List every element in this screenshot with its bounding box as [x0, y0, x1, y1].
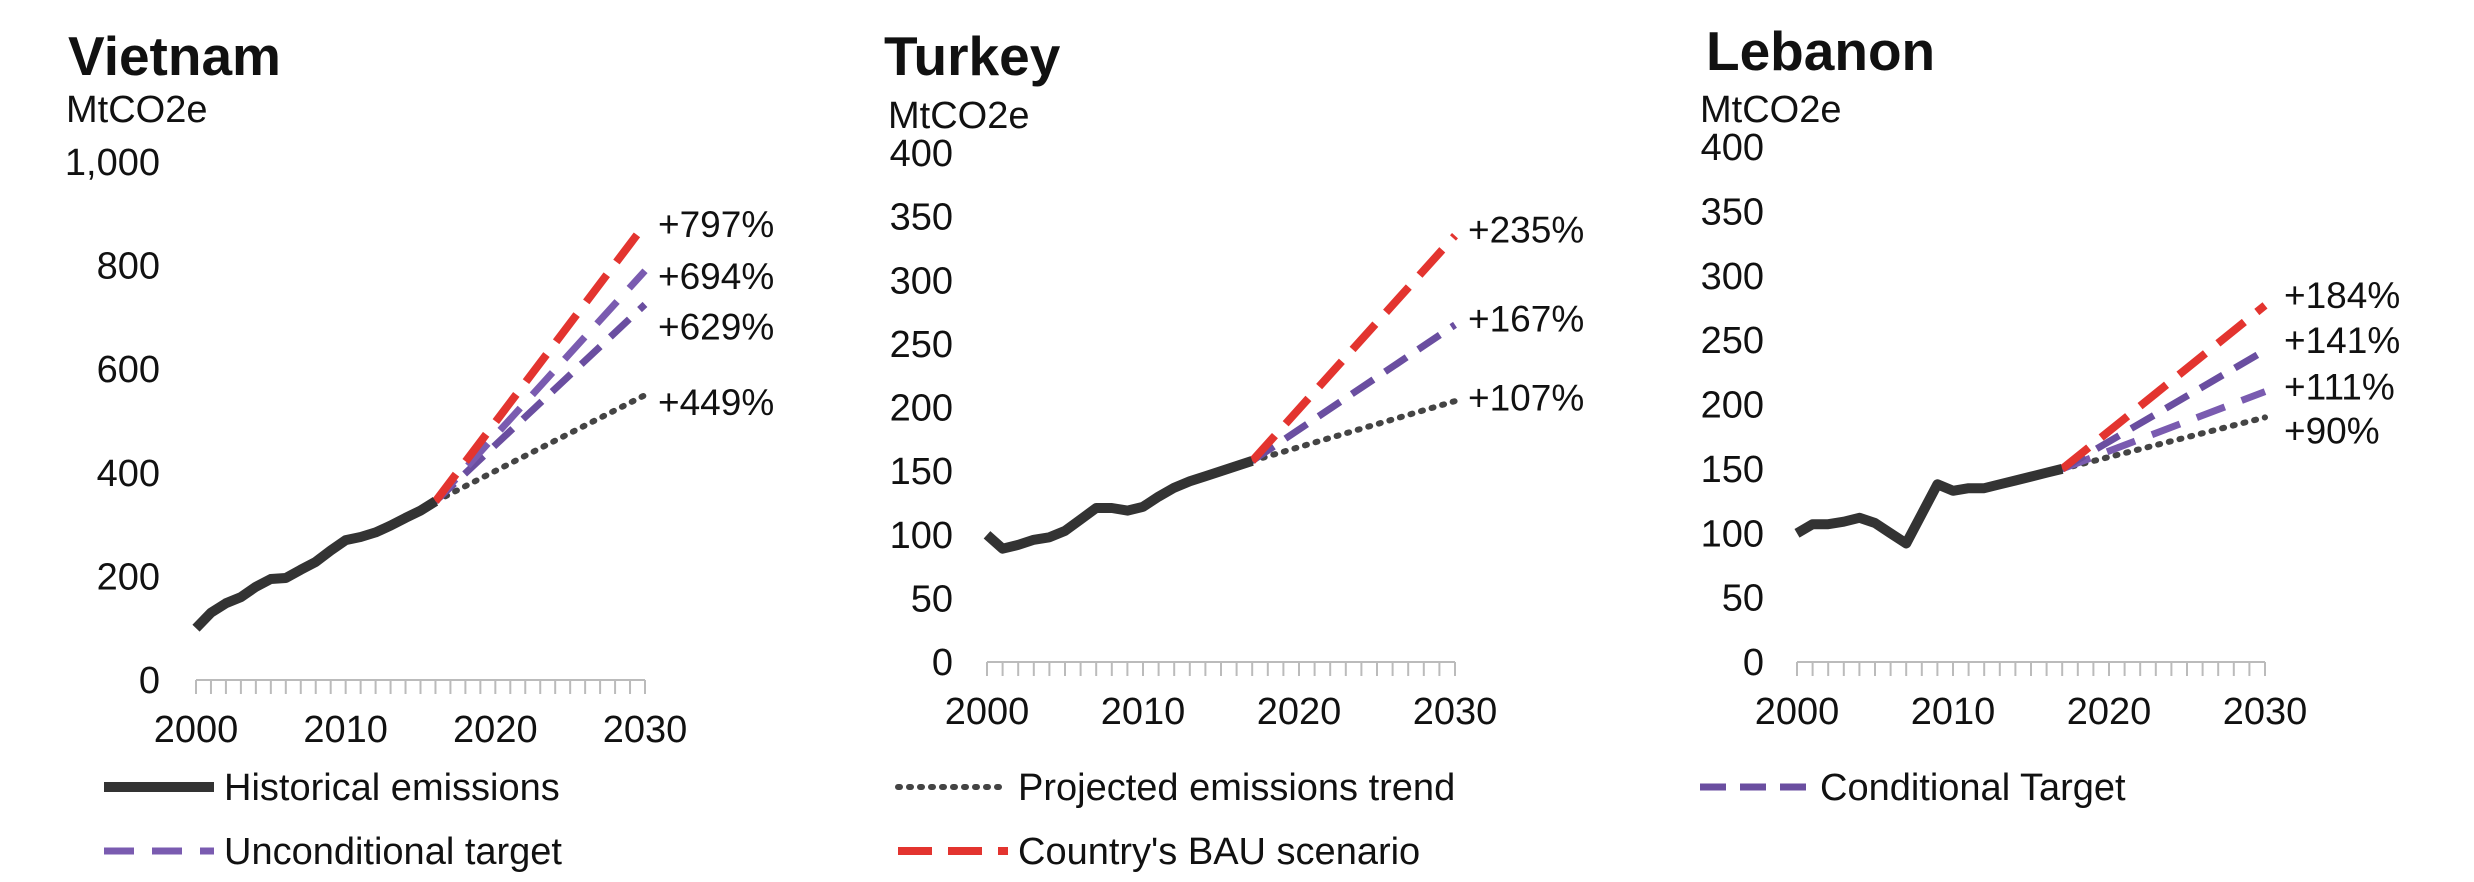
y-tick-label: 200 — [1701, 385, 1764, 427]
y-tick-label: 100 — [1701, 513, 1764, 555]
series-unconditional — [2060, 388, 2267, 473]
percent-annotation: +107% — [1468, 377, 1584, 418]
series-historical — [192, 497, 439, 632]
y-tick-label: 50 — [911, 578, 953, 620]
y-tick-label: 400 — [1701, 127, 1764, 169]
panel-title: Turkey — [884, 25, 1061, 87]
x-tick-label: 2020 — [453, 709, 538, 751]
y-tick-label: 400 — [97, 453, 160, 495]
y-tick-label: 250 — [1701, 320, 1764, 362]
y-tick-label: 150 — [890, 451, 953, 493]
y-tick-label: 300 — [1701, 256, 1764, 298]
series-bau — [1249, 233, 1458, 464]
y-axis-unit: MtCO2e — [66, 89, 207, 131]
y-tick-label: 400 — [890, 133, 953, 175]
y-tick-label: 350 — [1701, 191, 1764, 233]
legend-label-historical: Historical emissions — [224, 767, 560, 809]
percent-annotation: +694% — [658, 256, 774, 297]
series-conditional — [1250, 321, 1457, 464]
y-tick-label: 800 — [97, 246, 160, 288]
y-tick-label: 250 — [890, 324, 953, 366]
y-tick-label: 350 — [890, 197, 953, 239]
percent-annotation: +797% — [658, 204, 774, 245]
series-conditional — [2060, 347, 2267, 472]
panel-title: Vietnam — [68, 25, 281, 87]
y-tick-label: 0 — [139, 660, 160, 702]
x-tick-label: 2010 — [303, 709, 388, 751]
series-bau — [432, 221, 649, 504]
x-tick-label: 2010 — [1101, 691, 1186, 733]
x-tick-label: 2000 — [1755, 691, 1840, 733]
percent-annotation: +90% — [2284, 410, 2380, 451]
percent-annotation: +629% — [658, 307, 774, 348]
series-trend — [2059, 414, 2268, 472]
x-tick-label: 2030 — [2223, 691, 2308, 733]
series-bau — [2059, 302, 2268, 473]
percent-annotation: +111% — [2284, 366, 2395, 407]
panel-lebanon: Lebanon MtCO2e 2000 2010 2020 2030 0 50 100 150 20… — [1700, 20, 2400, 733]
x-tick-label: 2010 — [1911, 691, 1996, 733]
y-tick-label: 150 — [1701, 449, 1764, 491]
percent-annotation: +167% — [1468, 298, 1584, 339]
y-tick-label: 100 — [890, 515, 953, 557]
y-tick-label: 300 — [890, 260, 953, 302]
y-axis-unit: MtCO2e — [888, 95, 1029, 137]
y-tick-label: 50 — [1722, 578, 1764, 620]
series-trend — [432, 392, 648, 505]
percent-annotation: +235% — [1468, 209, 1584, 250]
percent-annotation: +141% — [2284, 320, 2400, 361]
x-tick-label: 2000 — [945, 691, 1030, 733]
y-tick-label: 1,000 — [65, 142, 160, 184]
series-unconditional — [432, 268, 648, 504]
x-tick-label: 2020 — [1257, 691, 1342, 733]
y-tick-label: 200 — [97, 556, 160, 598]
x-tick-label: 2030 — [1413, 691, 1498, 733]
legend-label-unconditional: Unconditional target — [224, 831, 562, 873]
series-historical — [1794, 464, 2064, 549]
y-tick-label: 600 — [97, 349, 160, 391]
x-tick-label: 2030 — [603, 709, 688, 751]
legend: Historical emissions Projected emissions … — [104, 767, 2126, 873]
series-trend — [1249, 398, 1458, 464]
percent-annotation: +184% — [2284, 275, 2400, 316]
series-historical — [983, 456, 1254, 554]
panel-turkey: Turkey MtCO2e 2000 2010 2020 2030 0 50 100 150 200… — [884, 25, 1584, 733]
y-tick-label: 0 — [1743, 642, 1764, 684]
x-tick-label: 2000 — [154, 709, 239, 751]
legend-label-bau: Country's BAU scenario — [1018, 831, 1420, 873]
y-tick-label: 0 — [932, 642, 953, 684]
y-axis-unit: MtCO2e — [1700, 89, 1841, 131]
panel-title: Lebanon — [1706, 20, 1935, 82]
percent-annotation: +449% — [658, 382, 774, 423]
x-tick-label: 2020 — [2067, 691, 2152, 733]
legend-label-conditional: Conditional Target — [1820, 767, 2126, 809]
y-tick-label: 200 — [890, 388, 953, 430]
legend-label-trend: Projected emissions trend — [1018, 767, 1455, 809]
series-conditional — [433, 301, 648, 504]
